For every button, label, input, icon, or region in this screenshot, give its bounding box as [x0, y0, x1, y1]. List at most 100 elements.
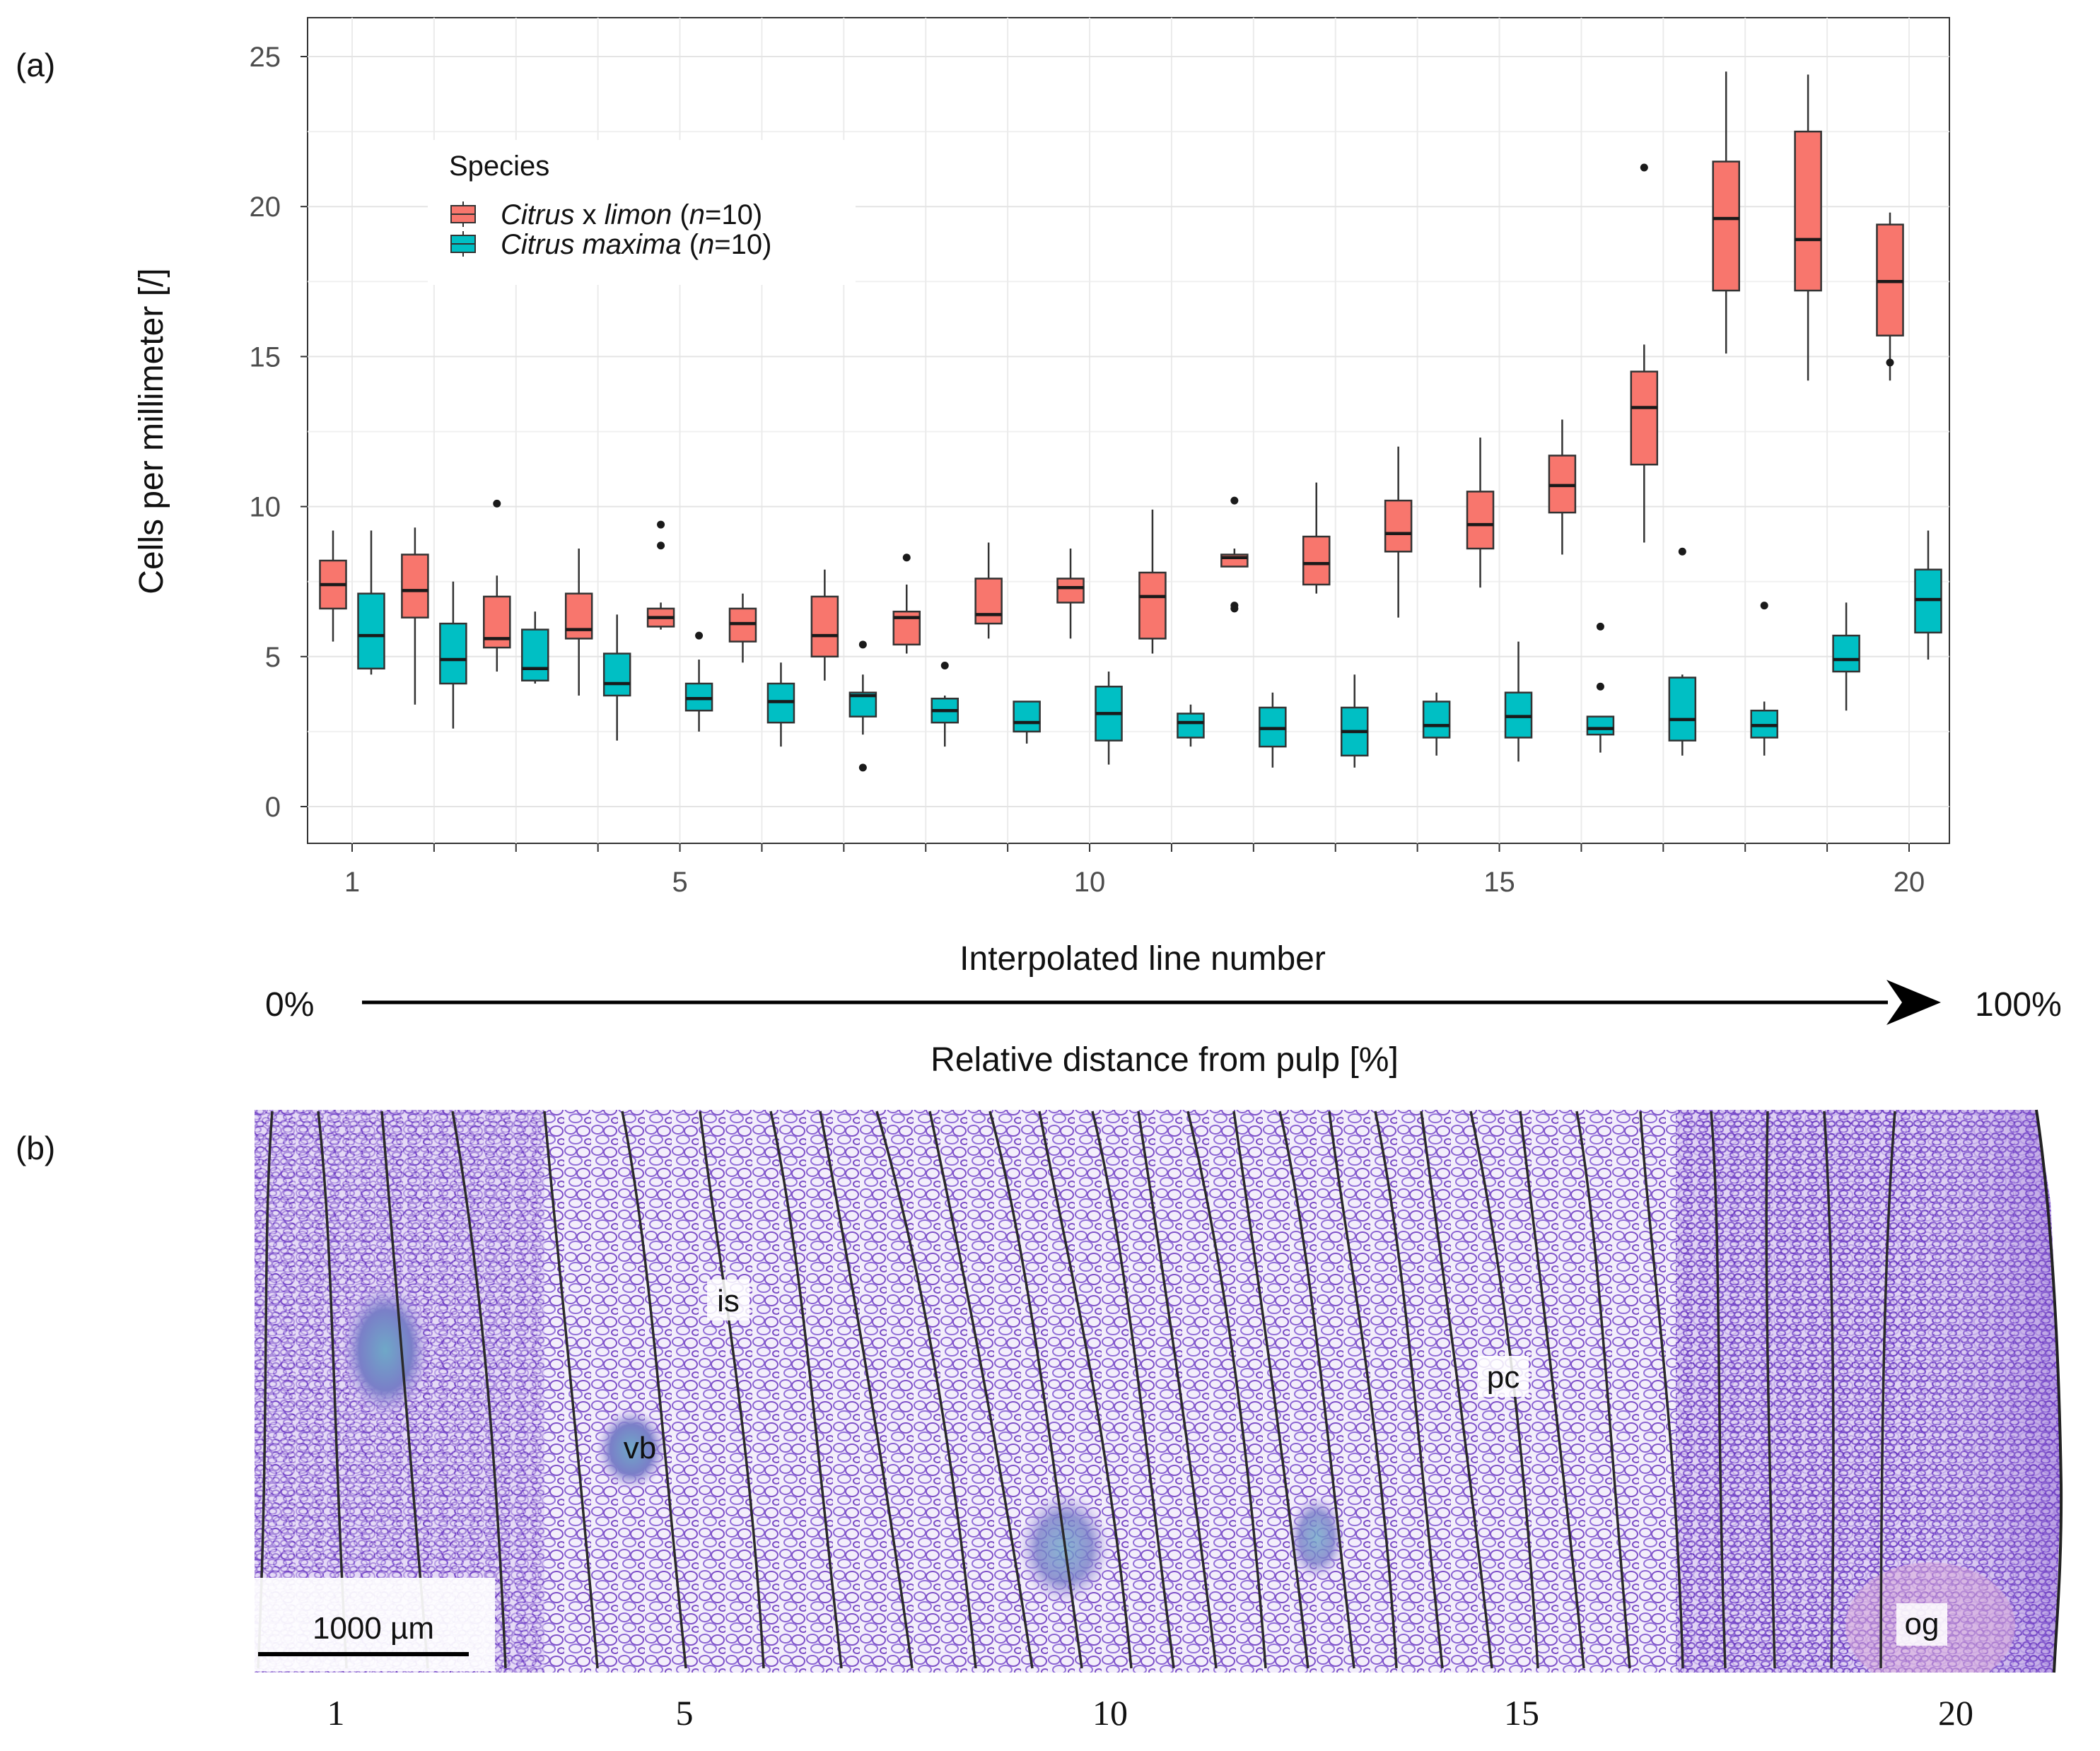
box-limon-17 — [1630, 163, 1659, 543]
box-body — [1794, 130, 1822, 292]
box-body — [1013, 701, 1041, 733]
box-limon-8 — [892, 554, 921, 654]
tissue-label-vb: vb — [624, 1431, 656, 1465]
box-outlier — [1230, 604, 1239, 613]
legend: Species Citrus x limon (n=10) Citrus max… — [428, 140, 856, 285]
legend-maxima-open: ( — [682, 229, 699, 260]
panel-a-label: (a) — [16, 47, 55, 83]
box-limon-19 — [1794, 74, 1822, 381]
box-outlier — [1760, 602, 1768, 610]
legend-maxima-n: n — [699, 229, 714, 260]
box-limon-20 — [1876, 212, 1904, 381]
box-body — [357, 592, 385, 670]
interpolated-line — [988, 1111, 1083, 1669]
x-axis-title: Interpolated line number — [959, 940, 1326, 978]
micrograph-number-10: 10 — [1092, 1693, 1128, 1733]
box-maxima-9 — [1013, 701, 1041, 744]
box-maxima-19 — [1832, 602, 1860, 711]
micrograph-number-15: 15 — [1504, 1693, 1539, 1733]
scale-bar: 1000 µm — [255, 1578, 495, 1671]
legend-limon-n: n — [689, 199, 705, 230]
micrograph-number-1: 1 — [327, 1693, 345, 1733]
interpolated-line — [699, 1111, 765, 1669]
interpolated-line — [1420, 1111, 1493, 1669]
interpolated-line — [819, 1111, 914, 1669]
svg-text:vb: vb — [624, 1431, 656, 1465]
box-outlier — [858, 640, 867, 649]
box-outlier — [1596, 682, 1604, 691]
legend-limon-species: limon — [605, 199, 672, 230]
interpolated-line — [1469, 1111, 1539, 1669]
box-limon-2 — [401, 527, 429, 705]
x-tick-label: 15 — [1483, 867, 1515, 898]
interpolated-line — [1575, 1111, 1631, 1669]
box-maxima-14 — [1422, 692, 1451, 756]
interpolated-line — [875, 1111, 977, 1669]
box-body — [439, 622, 467, 685]
box-limon-11 — [1138, 509, 1167, 654]
box-body — [1832, 634, 1860, 673]
box-maxima-8 — [931, 662, 959, 747]
micrograph-number-5: 5 — [676, 1693, 694, 1733]
interpolated-line — [380, 1111, 429, 1669]
box-outlier — [940, 662, 949, 670]
tissue-label-pc: pc — [1478, 1356, 1529, 1397]
box-outlier — [1640, 163, 1648, 172]
interpolated-line — [543, 1111, 599, 1669]
box-body — [1712, 160, 1740, 292]
box-maxima-5 — [684, 631, 713, 732]
interpolated-line — [769, 1111, 843, 1669]
box-outlier — [1886, 358, 1894, 367]
interpolated-line — [1639, 1111, 1684, 1669]
interpolated-line — [1710, 1111, 1727, 1669]
box-maxima-18 — [1750, 602, 1778, 756]
box-outlier — [493, 499, 501, 508]
box-maxima-4 — [602, 614, 631, 741]
box-outlier — [902, 554, 911, 562]
x-axis-ticks: 1 5 10 15 20 — [344, 843, 1925, 898]
y-tick-label: 20 — [250, 192, 281, 223]
x-tick-label: 10 — [1074, 867, 1106, 898]
interpolated-line — [451, 1111, 507, 1669]
box-limon-15 — [1466, 437, 1495, 588]
y-tick-label: 15 — [250, 341, 281, 373]
y-tick-label: 25 — [250, 42, 281, 73]
box-limon-13 — [1302, 482, 1331, 594]
interpolated-line — [1823, 1111, 1835, 1669]
box-limon-10 — [1056, 549, 1085, 639]
interpolated-line — [1186, 1111, 1267, 1669]
box-outlier — [1596, 622, 1604, 631]
box-body — [1384, 499, 1413, 553]
vascular-bundle-2 — [596, 1408, 667, 1490]
interpolated-line — [1091, 1111, 1175, 1669]
box-maxima-6 — [766, 662, 795, 747]
box-limon-12 — [1220, 496, 1249, 613]
interpolated-line — [1038, 1111, 1133, 1669]
outer-edge-line — [2035, 1109, 2063, 1673]
box-outlier — [657, 520, 665, 529]
legend-maxima-space — [574, 229, 582, 260]
legend-maxima-species: maxima — [583, 229, 682, 260]
micrograph-line-numbers: 1 5 10 15 20 — [327, 1693, 1974, 1733]
y-tick-label: 0 — [265, 792, 281, 823]
box-limon-4 — [564, 549, 593, 696]
box-body — [1668, 677, 1697, 742]
box-maxima-3 — [521, 611, 549, 684]
legend-limon-x: x — [574, 199, 604, 230]
box-body — [974, 578, 1003, 625]
box-body — [1302, 535, 1331, 586]
box-limon-7 — [810, 569, 839, 681]
interpolated-line — [1278, 1111, 1355, 1669]
box-body — [564, 592, 593, 640]
svg-text:Citrus maxima (n=10): Citrus maxima (n=10) — [501, 229, 771, 260]
box-outlier — [1678, 547, 1686, 556]
interpolated-line — [1765, 1111, 1776, 1669]
box-maxima-10 — [1095, 672, 1123, 765]
vascular-bundle-1 — [342, 1283, 429, 1417]
box-maxima-20 — [1914, 530, 1942, 660]
interpolated-line — [1374, 1111, 1444, 1669]
interpolated-line — [1328, 1111, 1398, 1669]
legend-background — [428, 140, 856, 285]
scale-bar-label: 1000 µm — [313, 1611, 434, 1646]
legend-maxima-genus: Citrus — [501, 229, 574, 260]
